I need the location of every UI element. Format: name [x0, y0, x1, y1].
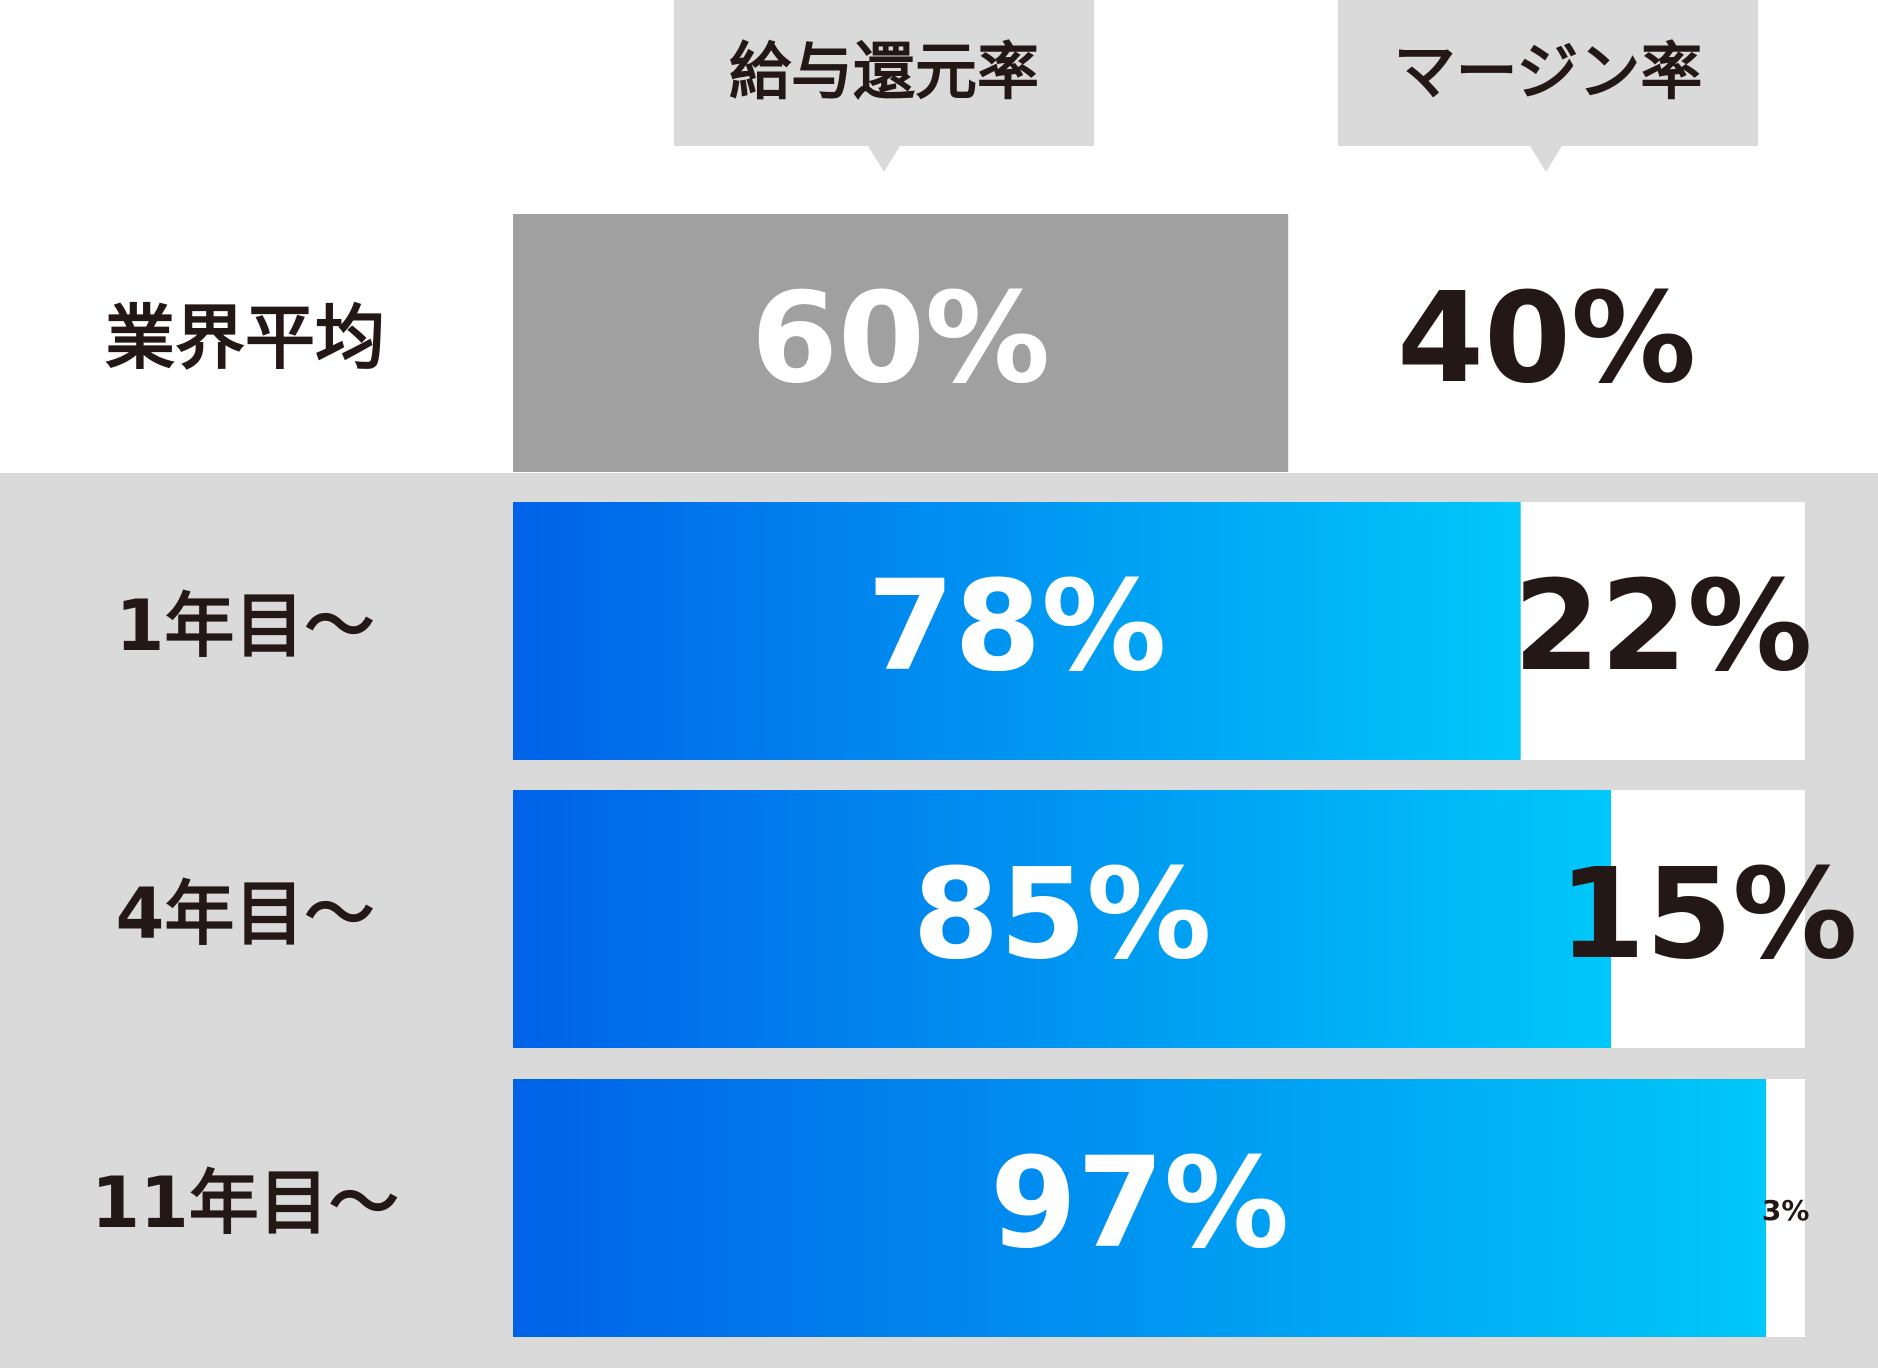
bar-segment: [1766, 1079, 1805, 1337]
category-label: 11年目〜: [91, 1162, 398, 1244]
legend-1: マージン率: [1338, 0, 1758, 172]
value-label: 40%: [1397, 266, 1696, 411]
bar-segment: [1520, 502, 1805, 760]
bar-segment: [513, 1079, 1767, 1337]
value-label: 3%: [1762, 1194, 1810, 1227]
bar-segment: [513, 502, 1521, 760]
bar-segment: [513, 214, 1289, 472]
value-label: 97%: [990, 1131, 1289, 1276]
category-label: 1年目〜: [116, 585, 375, 667]
category-label: 4年目〜: [116, 873, 375, 955]
value-label: 60%: [751, 266, 1050, 411]
value-label: 85%: [912, 842, 1211, 987]
value-label: 22%: [1513, 554, 1812, 699]
legend-pointer: [1530, 146, 1562, 172]
value-label: 15%: [1558, 842, 1857, 987]
value-label: 78%: [867, 554, 1166, 699]
category-label: 業界平均: [105, 297, 385, 379]
legend-label: 給与還元率: [729, 35, 1039, 108]
legend-pointer: [868, 146, 900, 172]
bar-segment: [513, 790, 1612, 1048]
legend-0: 給与還元率: [674, 0, 1094, 172]
legend-label: マージン率: [1394, 35, 1703, 108]
legend-box: [1338, 0, 1758, 146]
legend-box: [674, 0, 1094, 146]
bar-segment: [1611, 790, 1805, 1048]
